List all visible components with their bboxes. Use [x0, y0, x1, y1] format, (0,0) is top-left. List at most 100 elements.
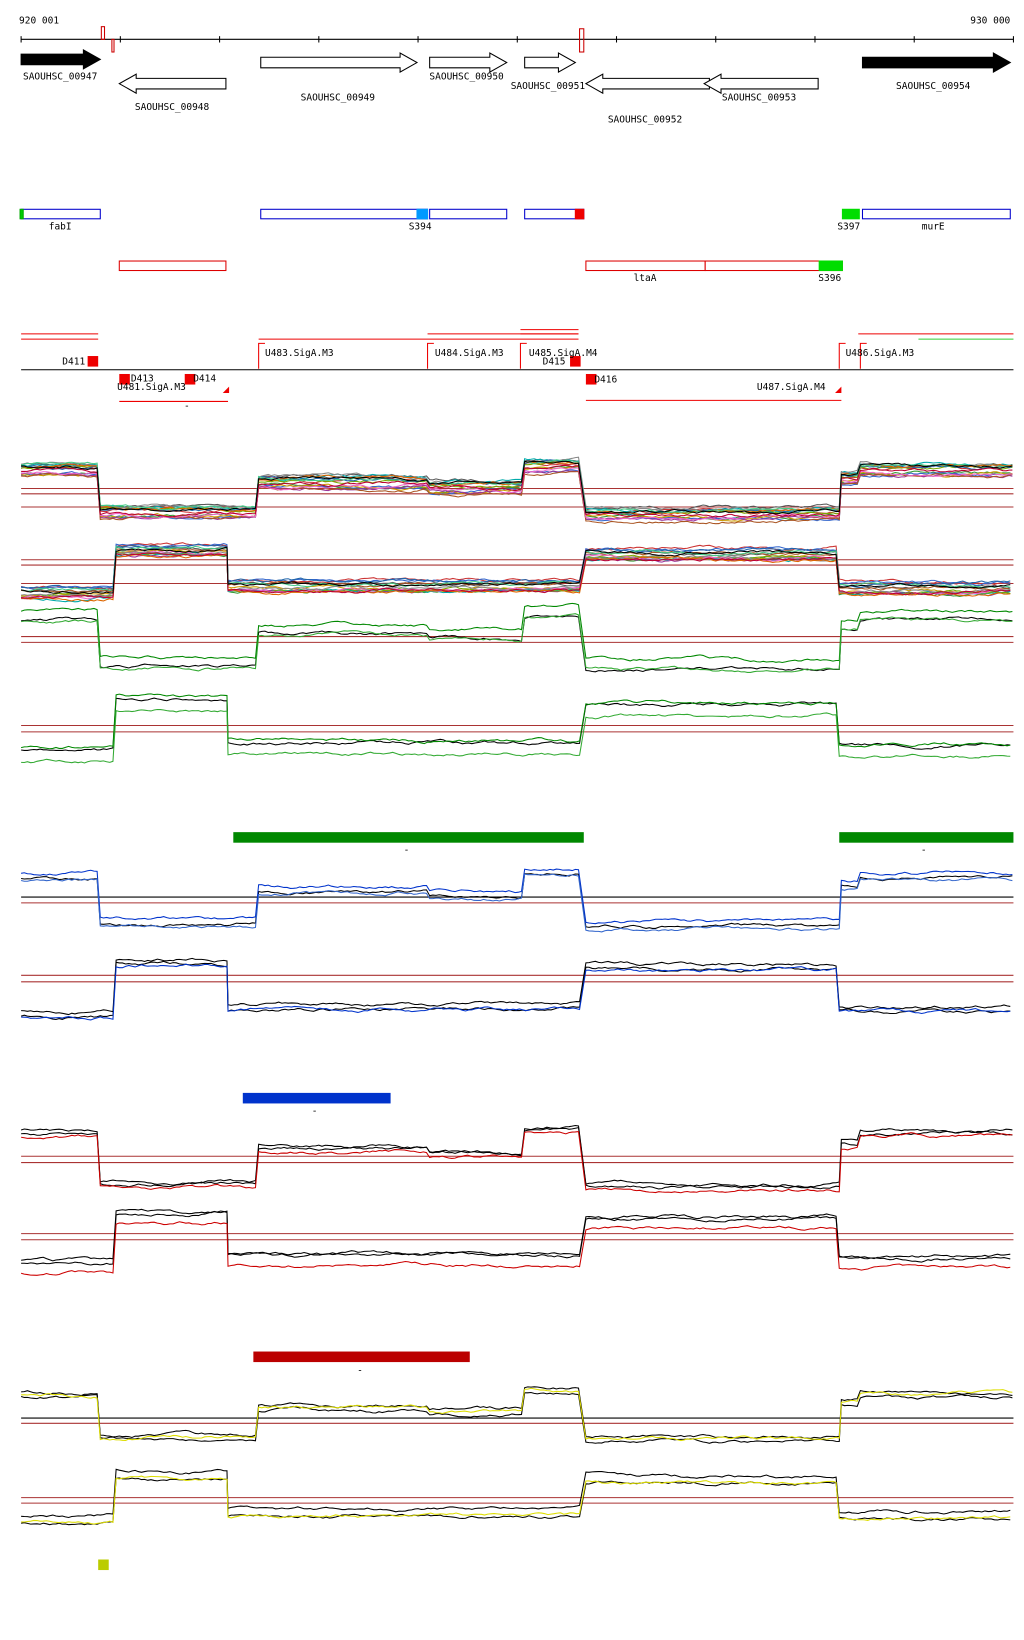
trace: [20, 873, 1013, 933]
promoter-flag: [835, 386, 842, 393]
label: S394: [409, 221, 432, 232]
label: SAOUHSC_00952: [608, 115, 682, 126]
promoter-flag: [427, 342, 434, 369]
label: D413: [131, 373, 154, 384]
trace: [21, 1468, 1011, 1519]
promoter-mark: [119, 373, 130, 385]
trace: [20, 469, 1013, 522]
gene-arrow: [429, 52, 508, 73]
label: SAOUHSC_00953: [722, 93, 796, 104]
label: S397: [837, 221, 860, 232]
label: fabI: [49, 221, 72, 232]
trace: [21, 614, 1013, 673]
trace: [20, 693, 1011, 750]
trace: [20, 542, 1011, 590]
label: S396: [818, 273, 841, 284]
feature-box: [118, 260, 227, 272]
label: U483.SigA.M3: [265, 348, 334, 359]
feature-box: [841, 208, 860, 220]
trace: [21, 460, 1013, 515]
trace: [20, 542, 1011, 591]
marker: [100, 26, 106, 40]
feature-box: [19, 208, 24, 220]
label: ltaA: [634, 273, 657, 284]
promoter-mark: [184, 373, 196, 385]
trace: [21, 868, 1013, 925]
gene-arrow: [118, 73, 227, 95]
label: U484.SigA.M3: [435, 348, 504, 359]
trace: [21, 1208, 1011, 1262]
label: U486.SigA.M3: [846, 348, 915, 359]
promoter-mark: [87, 356, 99, 367]
label: SAOUHSC_00950: [429, 71, 504, 82]
trace: [21, 470, 1013, 525]
marker: [111, 38, 115, 53]
trace: [21, 1386, 1013, 1439]
label: SAOUHSC_00954: [896, 81, 971, 92]
label: SAOUHSC_00949: [301, 93, 376, 104]
label: U481.SigA.M3: [117, 382, 186, 393]
feature-box: [818, 260, 843, 272]
trace: [21, 1475, 1011, 1525]
label: SAOUHSC_00947: [23, 71, 97, 82]
gene-arrow: [861, 52, 1012, 73]
label: 920 001: [19, 15, 59, 26]
marker: [579, 28, 585, 53]
gene-arrow: [20, 48, 102, 70]
label: 930 000: [970, 15, 1010, 26]
trace: [21, 467, 1013, 521]
trace: [21, 957, 1011, 1016]
label: D414: [193, 373, 216, 384]
trace: [21, 464, 1013, 518]
label: SAOUHSC_00951: [511, 81, 586, 92]
promoter-flag: [519, 342, 527, 369]
promoter-flag: [222, 386, 230, 393]
bar: [839, 832, 1014, 843]
trace: [20, 470, 1013, 522]
gene-arrow: [584, 73, 710, 95]
promoter-mark: [585, 373, 597, 385]
label: -: [404, 845, 410, 856]
feature-box: [585, 260, 706, 272]
feature-box: [574, 208, 585, 220]
trace: [21, 613, 1013, 673]
label: murE: [922, 221, 945, 232]
trace: [20, 545, 1011, 592]
label: D416: [594, 374, 617, 385]
label: -: [184, 401, 190, 412]
feature-box: [861, 208, 1011, 220]
promoter-flag: [838, 342, 846, 369]
trace: [21, 1131, 1013, 1194]
label: -: [312, 1106, 318, 1117]
trace: [20, 602, 1013, 664]
trace: [21, 553, 1011, 603]
feature-box: [429, 208, 508, 220]
gene-arrow: [260, 52, 419, 73]
feature-box: [20, 208, 101, 220]
trace: [21, 963, 1011, 1021]
label: SAOUHSC_00948: [135, 102, 210, 113]
promoter-flag: [859, 342, 867, 369]
trace: [21, 1126, 1013, 1190]
label: U485.SigA.M4: [529, 348, 598, 359]
trace: [20, 460, 1013, 516]
bar: [242, 1092, 391, 1104]
trace: [21, 546, 1011, 594]
trace: [21, 1387, 1013, 1442]
trace: [21, 552, 1011, 599]
label: U487.SigA.M4: [757, 382, 826, 393]
trace: [21, 1477, 1011, 1526]
feature-box: [260, 208, 429, 220]
trace: [20, 1391, 1013, 1444]
trace: [21, 708, 1011, 764]
gene-arrow: [524, 52, 577, 73]
bar: [98, 1559, 109, 1571]
feature-box: [416, 208, 429, 220]
label: D415: [543, 356, 566, 367]
trace: [20, 459, 1013, 514]
trace: [20, 1221, 1011, 1276]
bar: [233, 832, 584, 843]
trace: [21, 873, 1013, 929]
